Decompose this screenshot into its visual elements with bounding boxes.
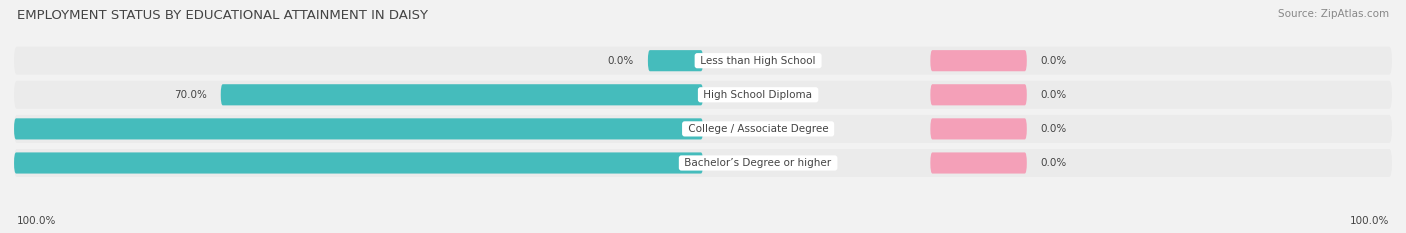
FancyBboxPatch shape: [14, 152, 703, 174]
Text: 0.0%: 0.0%: [1040, 158, 1067, 168]
Text: 0.0%: 0.0%: [1040, 124, 1067, 134]
Text: High School Diploma: High School Diploma: [700, 90, 815, 100]
Text: EMPLOYMENT STATUS BY EDUCATIONAL ATTAINMENT IN DAISY: EMPLOYMENT STATUS BY EDUCATIONAL ATTAINM…: [17, 9, 427, 22]
Text: 0.0%: 0.0%: [1040, 90, 1067, 100]
Text: Source: ZipAtlas.com: Source: ZipAtlas.com: [1278, 9, 1389, 19]
Text: 100.0%: 100.0%: [17, 216, 56, 226]
FancyBboxPatch shape: [14, 81, 1392, 109]
FancyBboxPatch shape: [14, 149, 1392, 177]
Text: Less than High School: Less than High School: [697, 56, 818, 66]
Text: College / Associate Degree: College / Associate Degree: [685, 124, 831, 134]
FancyBboxPatch shape: [931, 118, 1026, 140]
FancyBboxPatch shape: [648, 50, 703, 71]
FancyBboxPatch shape: [14, 47, 1392, 75]
Text: 0.0%: 0.0%: [1040, 56, 1067, 66]
Text: 0.0%: 0.0%: [607, 56, 634, 66]
FancyBboxPatch shape: [14, 118, 703, 140]
Text: Bachelor’s Degree or higher: Bachelor’s Degree or higher: [682, 158, 835, 168]
FancyBboxPatch shape: [931, 152, 1026, 174]
FancyBboxPatch shape: [931, 50, 1026, 71]
FancyBboxPatch shape: [221, 84, 703, 105]
FancyBboxPatch shape: [14, 115, 1392, 143]
Text: 100.0%: 100.0%: [1350, 216, 1389, 226]
FancyBboxPatch shape: [931, 84, 1026, 105]
Text: 70.0%: 70.0%: [174, 90, 207, 100]
